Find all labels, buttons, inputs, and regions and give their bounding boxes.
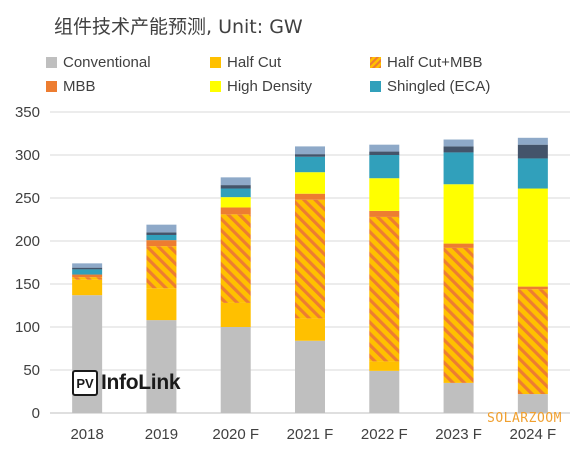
legend-swatch	[210, 80, 221, 92]
bar-segment	[443, 247, 474, 383]
bar-segment	[72, 279, 103, 296]
legend-label: Conventional	[63, 53, 151, 71]
legend: Conventional Half Cut Half Cut+MBB MBB High …	[46, 52, 586, 98]
legend-swatch	[210, 56, 221, 68]
y-tick-label: 100	[15, 319, 40, 336]
bar-segment	[517, 188, 548, 287]
bar-segment	[146, 232, 177, 235]
x-tick-label: 2018	[70, 426, 103, 443]
solarzoom-watermark: SOLARZOOM	[487, 411, 562, 426]
bar-segment	[443, 382, 474, 413]
y-tick-label: 200	[15, 233, 40, 250]
bar-segment	[72, 263, 103, 268]
bar-segment	[517, 144, 548, 159]
x-tick-label: 2020 F	[212, 426, 259, 443]
bar-segment	[517, 158, 548, 189]
y-tick-label: 50	[23, 362, 40, 379]
bar-segment	[220, 197, 251, 208]
legend-item: Half Cut+MBB	[370, 52, 482, 72]
legend-swatch	[46, 56, 57, 68]
bar-segment	[72, 267, 103, 270]
legend-label: Half Cut+MBB	[387, 53, 483, 71]
bar-segment	[295, 199, 325, 319]
bar-segment	[295, 154, 325, 157]
bar-segment	[220, 185, 251, 189]
bar-segment	[146, 224, 177, 233]
bar-segment	[369, 178, 400, 211]
y-tick-label: 300	[15, 147, 40, 164]
legend-item: MBB	[46, 76, 96, 96]
bar-segment	[443, 184, 474, 244]
pv-logo-icon: PV	[72, 370, 98, 396]
infolink-logo: PV InfoLink	[72, 370, 181, 396]
bar-segment	[146, 320, 177, 413]
x-tick-label: 2019	[145, 426, 178, 443]
bar-segment	[220, 188, 251, 198]
y-tick-label: 250	[15, 190, 40, 207]
legend-swatch	[370, 80, 381, 92]
legend-label: Half Cut	[227, 53, 282, 71]
x-tick-label: 2021 F	[287, 426, 334, 443]
bar-segment	[146, 246, 177, 289]
bar-segment	[72, 277, 103, 280]
bar-segment	[517, 394, 548, 413]
bar-segment	[369, 144, 400, 152]
legend-label: MBB	[63, 77, 96, 95]
legend-item: Conventional	[46, 52, 151, 72]
legend-swatch	[46, 80, 57, 92]
bar-segment	[443, 243, 474, 248]
bar-segment	[369, 155, 400, 179]
bar-segment	[517, 289, 548, 395]
bar-segment	[443, 139, 474, 147]
logo-text: InfoLink	[101, 371, 181, 394]
bar-segment	[146, 234, 177, 241]
bar-segment	[146, 240, 177, 247]
bar-segment	[295, 156, 325, 173]
legend-item: Shingled (ECA)	[370, 76, 490, 96]
x-tick-label: 2024 F	[510, 426, 557, 443]
bar-segment	[72, 269, 103, 275]
bar-segment	[220, 177, 251, 186]
y-tick-label: 150	[15, 276, 40, 293]
bar-segment	[369, 210, 400, 217]
bar-segment	[295, 172, 325, 194]
legend-label: High Density	[227, 77, 313, 95]
bar-segment	[295, 340, 325, 413]
bar-segment	[220, 207, 251, 215]
legend-label: Shingled (ECA)	[387, 77, 491, 95]
bar-segment	[220, 327, 251, 413]
bar-segment	[220, 214, 251, 303]
x-tick-label: 2023 F	[435, 426, 482, 443]
bar-segment	[517, 286, 548, 290]
bar-segment	[443, 152, 474, 185]
legend-item: High Density	[210, 76, 312, 96]
bar-segment	[295, 193, 325, 200]
x-tick-label: 2022 F	[361, 426, 408, 443]
bar-segment	[369, 370, 400, 413]
y-tick-label: 0	[32, 405, 40, 422]
legend-item: Half Cut	[210, 52, 281, 72]
legend-swatch	[370, 56, 381, 68]
y-tick-label: 350	[15, 104, 40, 121]
bar-segment	[369, 151, 400, 155]
bar-segment	[146, 288, 177, 321]
bar-segment	[295, 318, 325, 341]
bar-segment	[369, 216, 400, 362]
bar-segment	[443, 146, 474, 153]
bar-segment	[369, 361, 400, 371]
bar-segment	[220, 302, 251, 327]
bar-segment	[72, 274, 103, 278]
chart-title: 组件技术产能预测, Unit: GW	[54, 16, 303, 38]
bar-segment	[295, 146, 325, 155]
bar-segment	[517, 137, 548, 145]
